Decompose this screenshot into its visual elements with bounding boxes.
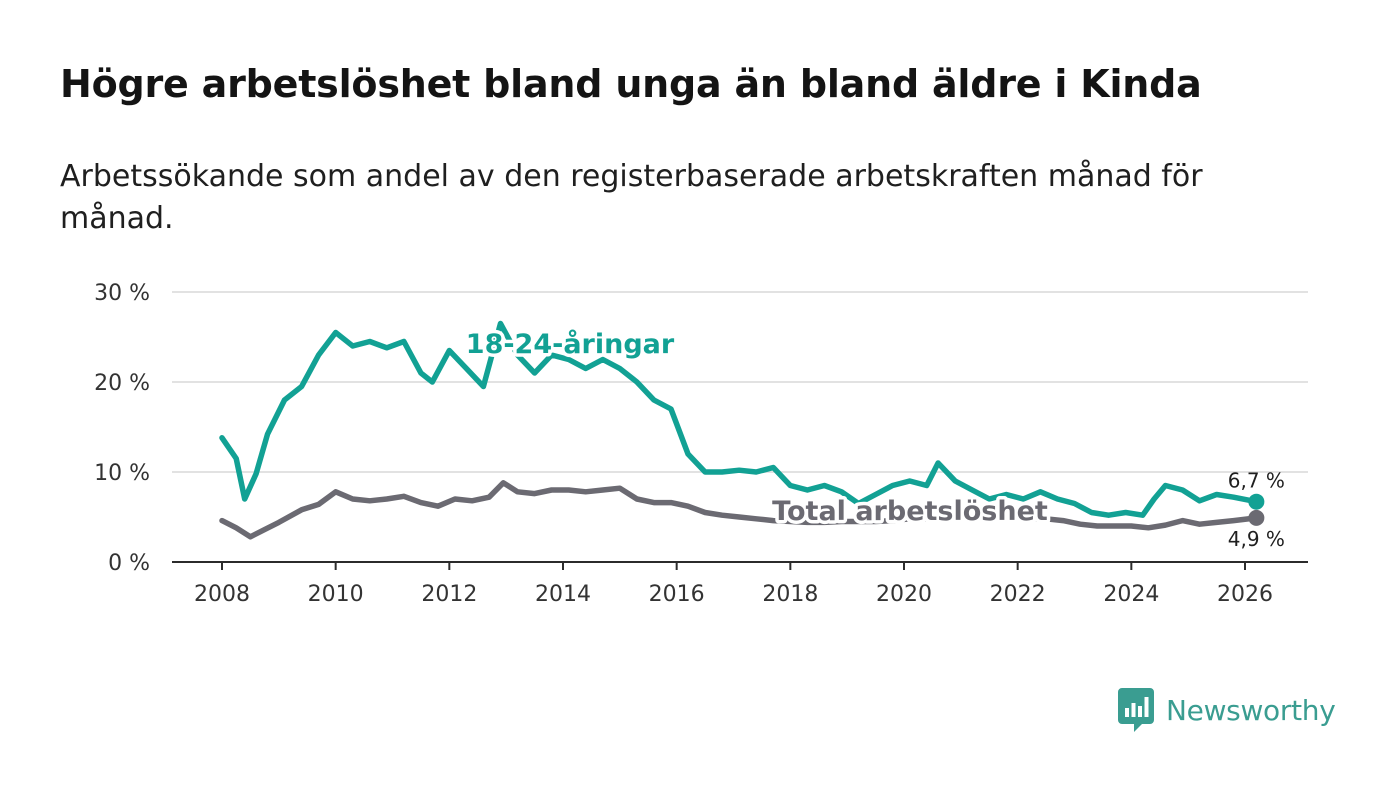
end-point-youth [1248,493,1265,510]
series-layer [219,320,1265,540]
y-tick-label: 20 % [94,371,150,396]
end-label-youth: 6,7 % [1228,469,1285,493]
y-tick-label: 30 % [94,281,150,306]
grid-layer [172,291,1308,473]
x-tick-label: 2016 [649,582,705,607]
x-tick-label: 2020 [876,582,932,607]
x-tick-label: 2022 [990,582,1046,607]
x-tick-label: 2012 [421,582,477,607]
chart-subtitle: Arbetssökande som andel av den registerb… [60,159,1203,236]
end-label-total: 4,9 % [1228,527,1285,551]
series-label-youth: 18-24-åringar [466,328,675,360]
brand-name: Newsworthy [1166,693,1336,727]
label-layer: 6,7 % 4,9 % 18-24-åringar Total arbetslöshe… [462,325,1285,551]
series-line-total [219,480,1260,540]
y-tick-label: 10 % [94,461,150,486]
bar-chart-bubble-icon [1118,688,1154,732]
axis-layer: 0 % 10 % 20 % 30 % 2008 2010 2012 2014 2016 2018 2… [94,281,1308,607]
x-tick-label: 2014 [535,582,591,607]
end-point-total [1248,509,1265,526]
x-tick-label: 2024 [1103,582,1159,607]
brand-logo: Newsworthy [1118,688,1336,732]
x-tick-label: 2018 [762,582,818,607]
y-tick-label: 0 % [108,551,150,576]
chart-title: Högre arbetslöshet bland unga än bland ä… [60,62,1202,106]
x-tick-label: 2008 [194,582,250,607]
series-line-youth [219,320,1260,518]
x-tick-label: 2010 [308,582,364,607]
series-label-total: Total arbetslöshet [772,496,1048,527]
x-tick-label: 2026 [1217,582,1273,607]
